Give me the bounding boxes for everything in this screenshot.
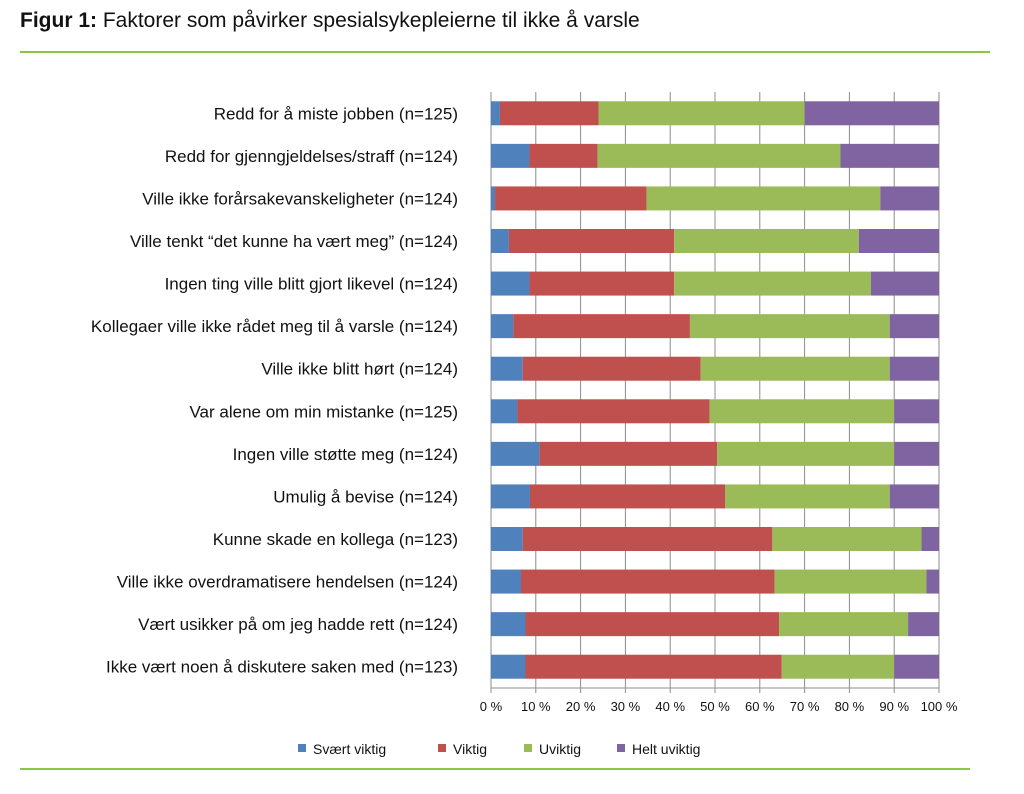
category-label: Ville ikke blitt hørt (n=124) [261, 360, 458, 379]
category-label: Redd for gjenngjeldelses/straff (n=124) [165, 147, 458, 166]
x-tick-label: 20 % [566, 699, 596, 714]
bottom-rule [20, 768, 970, 770]
bar-segment-viktig [495, 186, 647, 211]
bar-segment-viktig [529, 143, 598, 168]
bar-segment-uviktig [674, 271, 871, 296]
bar-segment-svært-viktig [491, 441, 540, 466]
legend-label: Svært viktig [313, 741, 386, 757]
bar-segment-helt-uviktig [804, 101, 939, 126]
legend-label: Uviktig [539, 741, 581, 757]
bar-segment-uviktig [725, 484, 890, 509]
legend-swatch [617, 744, 625, 752]
bar-segment-svært-viktig [491, 271, 530, 296]
legend-label: Helt uviktig [632, 741, 700, 757]
bar-segment-uviktig [774, 569, 927, 594]
category-label: Redd for å miste jobben (n=125) [214, 104, 458, 123]
bar-segment-svært-viktig [491, 527, 523, 551]
bar-segment-uviktig [674, 229, 859, 253]
x-tick-label: 50 % [700, 699, 730, 714]
bar-segment-svært-viktig [491, 186, 496, 211]
x-tick-label: 90 % [879, 699, 909, 714]
x-tick-label: 0 % [480, 699, 503, 714]
bar-segment-svært-viktig [491, 569, 522, 594]
bar-segment-viktig [513, 314, 690, 339]
bar-segment-helt-uviktig [858, 229, 939, 253]
legend-swatch [524, 744, 532, 752]
bar-segment-uviktig [689, 314, 890, 339]
bar-segment-viktig [521, 569, 775, 594]
bar-segment-helt-uviktig [894, 399, 939, 424]
bar-segment-helt-uviktig [894, 441, 939, 466]
bar-segment-svært-viktig [491, 484, 530, 509]
bar-segment-uviktig [597, 143, 841, 168]
category-label: Ville ikke overdramatisere hendelsen (n=… [117, 573, 458, 592]
category-label: Vært usikker på om jeg hadde rett (n=124… [138, 615, 458, 634]
bar-segment-viktig [539, 441, 718, 466]
bar-segment-helt-uviktig [889, 484, 939, 509]
bar-segment-helt-uviktig [840, 143, 939, 168]
bar-segment-helt-uviktig [926, 569, 939, 594]
bar-segment-uviktig [717, 441, 895, 466]
x-tick-label: 100 % [921, 699, 958, 714]
category-label: Kunne skade en kollega (n=123) [213, 530, 458, 549]
bar-segment-helt-uviktig [889, 356, 939, 381]
bar-segment-viktig [525, 654, 782, 679]
x-tick-label: 60 % [745, 699, 775, 714]
category-label: Umulig å bevise (n=124) [273, 487, 458, 506]
category-label: Ingen ville støtte meg (n=124) [233, 445, 458, 464]
bar-segment-svært-viktig [491, 654, 526, 679]
bar-segment-svært-viktig [491, 612, 526, 637]
category-label: Kollegaer ville ikke rådet meg til å var… [91, 317, 458, 336]
bar-segment-svært-viktig [491, 101, 500, 126]
bar-segment-viktig [529, 484, 726, 509]
bar-segment-uviktig [709, 399, 895, 424]
bar-segment-uviktig [598, 101, 805, 126]
figure-title: Figur 1: Faktorer som påvirker spesialsy… [20, 9, 640, 33]
x-tick-label: 10 % [521, 699, 551, 714]
x-tick-label: 30 % [611, 699, 641, 714]
figure-number: Figur 1: [20, 9, 97, 32]
legend-swatch [298, 744, 306, 752]
bar-segment-viktig [517, 399, 710, 424]
bar-segment-uviktig [700, 356, 890, 381]
bar-segment-viktig [529, 271, 675, 296]
legend-swatch [438, 744, 446, 752]
bar-segment-uviktig [646, 186, 881, 211]
bar-segment-viktig [499, 101, 599, 126]
bar-segment-helt-uviktig [880, 186, 939, 211]
category-label: Ikke vært noen å diskutere saken med (n=… [106, 658, 458, 677]
bar-segment-viktig [525, 612, 780, 637]
bar-segment-uviktig [779, 612, 909, 637]
bar-segment-uviktig [781, 654, 895, 679]
bar-segment-helt-uviktig [908, 612, 939, 637]
bar-segment-svært-viktig [491, 143, 530, 168]
bar-segment-viktig [508, 229, 675, 253]
x-tick-label: 40 % [655, 699, 685, 714]
bar-segment-viktig [522, 527, 773, 551]
legend-label: Viktig [453, 741, 487, 757]
bar-segment-svært-viktig [491, 314, 514, 339]
bar-segment-svært-viktig [491, 399, 518, 424]
bar-segment-viktig [522, 356, 701, 381]
figure-title-text: Faktorer som påvirker spesialsykepleiern… [102, 9, 640, 32]
category-label: Ville ikke forårsakevanskeligheter (n=12… [142, 189, 458, 208]
bar-segment-helt-uviktig [889, 314, 939, 339]
category-label: Ville tenkt “det kunne ha vært meg” (n=1… [130, 232, 458, 251]
category-label: Ingen ting ville blitt gjort likevel (n=… [165, 275, 458, 294]
category-label: Var alene om min mistanke (n=125) [189, 402, 458, 421]
top-rule [20, 51, 990, 53]
bar-segment-svært-viktig [491, 356, 523, 381]
bar-segment-helt-uviktig [894, 654, 939, 679]
bar-segment-helt-uviktig [870, 271, 939, 296]
bar-segment-helt-uviktig [921, 527, 939, 551]
x-tick-label: 80 % [835, 699, 865, 714]
bar-segment-uviktig [772, 527, 922, 551]
x-tick-label: 70 % [790, 699, 820, 714]
bar-segment-svært-viktig [491, 229, 509, 253]
